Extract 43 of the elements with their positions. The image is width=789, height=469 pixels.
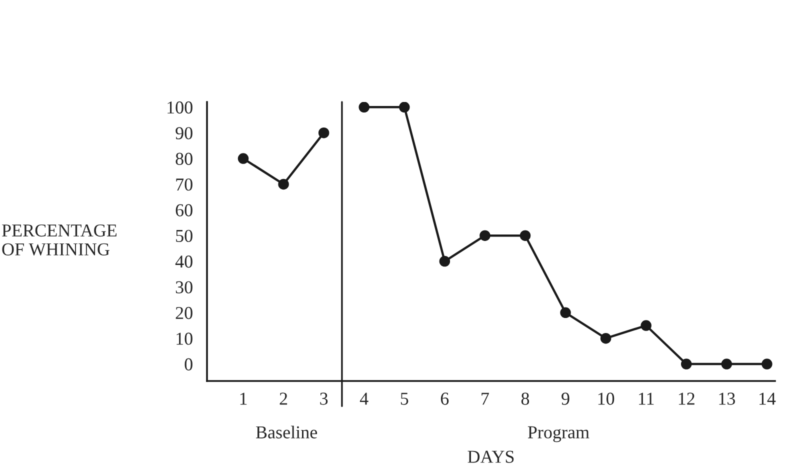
y-tick-label: 0: [184, 358, 192, 370]
x-tick-label: 8: [521, 392, 530, 405]
x-tick-label: 3: [320, 392, 328, 405]
x-tick-label: 9: [562, 392, 570, 405]
x-tick-label: 13: [719, 392, 735, 405]
y-tick-label: 10: [176, 332, 192, 345]
y-tick-label: 80: [176, 152, 192, 165]
x-tick-label: 10: [598, 392, 614, 405]
point: [520, 230, 531, 241]
point: [318, 127, 330, 138]
x-axis-title: DAYS: [468, 450, 514, 463]
x-tick-label: 14: [760, 392, 776, 405]
text: Program: [528, 426, 590, 442]
point: [399, 102, 410, 113]
x-tick-label: 7: [482, 392, 489, 405]
y-tick-label: 50: [176, 230, 192, 242]
point: [640, 320, 652, 331]
y-tick-label: 70: [176, 178, 192, 191]
y-tick-label: 40: [175, 256, 192, 268]
point: [680, 358, 692, 370]
x-tick-label: 5: [400, 392, 408, 405]
text: Baseline: [256, 426, 318, 438]
x-tick-label: 11: [638, 392, 654, 405]
point: [278, 178, 289, 190]
point: [600, 332, 612, 344]
point: [238, 153, 249, 164]
point: [721, 358, 732, 370]
x-tick-label: 4: [360, 392, 368, 405]
point: [560, 307, 571, 318]
x-tick-label: 12: [678, 392, 694, 405]
y-tick-label: 90: [176, 127, 192, 140]
point: [358, 102, 370, 113]
x-tick-label: 6: [440, 392, 449, 405]
y-tick-label: 60: [176, 204, 192, 216]
point: [480, 230, 490, 241]
point: [439, 256, 450, 267]
y-axis-title: PERCENTAGE OF WHINING: [2, 224, 117, 256]
x-tick-label: 2: [280, 392, 288, 405]
y-tick-label: 20: [176, 306, 192, 320]
x-tick-label: 1: [240, 392, 247, 405]
y-tick-label: 100: [168, 101, 192, 114]
point: [762, 358, 772, 370]
y-tick-label: 30: [176, 281, 192, 294]
